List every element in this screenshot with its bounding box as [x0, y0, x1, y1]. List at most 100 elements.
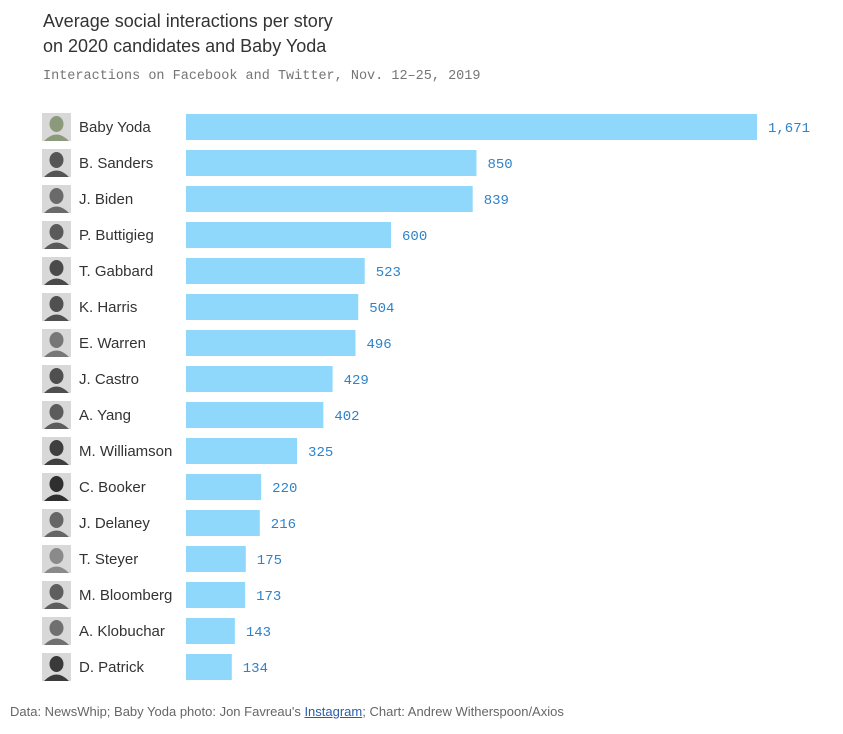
bar: [186, 294, 359, 320]
avatar-photo: [42, 437, 71, 465]
avatar-shoulders: [44, 206, 69, 213]
chart-row: K. Harris 504: [42, 293, 394, 321]
avatar-photo: [42, 329, 71, 357]
value-label: 523: [376, 265, 401, 281]
value-label: 850: [487, 157, 512, 173]
avatar-shoulders: [44, 314, 69, 321]
avatar-head: [49, 116, 64, 132]
chart-title-line-2: on 2020 candidates and Baby Yoda: [43, 36, 327, 56]
avatar-head: [49, 224, 64, 240]
bar: [186, 222, 392, 248]
source-footer: Data: NewsWhip; Baby Yoda photo: Jon Fav…: [10, 704, 564, 719]
value-label: 220: [272, 481, 297, 497]
bar-chart: Baby Yoda 1,671 B. Sanders 850 J. Biden 839 P.…: [42, 113, 810, 681]
chart-row: T. Gabbard 523: [42, 257, 401, 285]
bar: [186, 114, 757, 140]
avatar-photo: [42, 185, 71, 213]
bar: [186, 654, 232, 680]
avatar-shoulders: [44, 386, 69, 393]
value-label: 143: [246, 625, 271, 641]
avatar-head: [49, 440, 64, 456]
avatar-shoulders: [44, 566, 69, 573]
chart-title: Average social interactions per story on…: [43, 9, 643, 59]
chart-row: C. Booker 220: [42, 473, 297, 501]
category-label: M. Bloomberg: [79, 587, 172, 604]
avatar-shoulders: [44, 530, 69, 537]
avatar-shoulders: [44, 458, 69, 465]
avatar-head: [49, 548, 64, 564]
category-label: P. Buttigieg: [79, 227, 154, 244]
avatar-photo: [42, 401, 71, 429]
avatar-shoulders: [44, 638, 69, 645]
bar: [186, 582, 246, 608]
value-label: 600: [402, 229, 427, 245]
bar: [186, 438, 298, 464]
chart-row: E. Warren 496: [42, 329, 392, 357]
bar: [186, 150, 477, 176]
value-label: 325: [308, 445, 333, 461]
avatar-shoulders: [44, 350, 69, 357]
avatar-head: [49, 188, 64, 204]
category-label: A. Yang: [79, 407, 131, 424]
category-label: T. Steyer: [79, 551, 138, 568]
avatar-head: [49, 332, 64, 348]
value-label: 504: [369, 301, 394, 317]
avatar-shoulders: [44, 134, 69, 141]
avatar-photo: [42, 113, 71, 141]
category-label: T. Gabbard: [79, 263, 153, 280]
avatar-photo: [42, 653, 71, 681]
avatar-shoulders: [44, 170, 69, 177]
bar: [186, 546, 246, 572]
avatar-photo: [42, 365, 71, 393]
chart-row: J. Biden 839: [42, 185, 509, 213]
value-label: 496: [366, 337, 391, 353]
value-label: 134: [243, 661, 268, 677]
bar: [186, 618, 235, 644]
avatar-head: [49, 512, 64, 528]
avatar-head: [49, 620, 64, 636]
value-label: 216: [271, 517, 296, 533]
avatar-head: [49, 260, 64, 276]
avatar-photo: [42, 257, 71, 285]
avatar-photo: [42, 293, 71, 321]
chart-row: A. Yang 402: [42, 401, 360, 429]
avatar-head: [49, 476, 64, 492]
avatar-head: [49, 368, 64, 384]
avatar-photo: [42, 149, 71, 177]
bar: [186, 474, 262, 500]
bar: [186, 186, 473, 212]
category-label: M. Williamson: [79, 443, 172, 460]
category-label: C. Booker: [79, 479, 146, 496]
avatar-head: [49, 584, 64, 600]
chart-row: D. Patrick 134: [42, 653, 268, 681]
bar: [186, 258, 365, 284]
value-label: 429: [344, 373, 369, 389]
avatar-photo: [42, 221, 71, 249]
chart-row: T. Steyer 175: [42, 545, 282, 573]
avatar-head: [49, 656, 64, 672]
avatar-head: [49, 296, 64, 312]
value-label: 175: [257, 553, 282, 569]
chart-row: M. Williamson 325: [42, 437, 333, 465]
avatar-shoulders: [44, 242, 69, 249]
category-label: E. Warren: [79, 335, 146, 352]
footer-suffix: ; Chart: Andrew Witherspoon/Axios: [362, 704, 564, 719]
value-label: 1,671: [768, 121, 810, 137]
avatar-shoulders: [44, 422, 69, 429]
instagram-link[interactable]: Instagram: [304, 704, 363, 719]
chart-row: A. Klobuchar 143: [42, 617, 271, 645]
avatar-photo: [42, 509, 71, 537]
avatar-photo: [42, 545, 71, 573]
category-label: Baby Yoda: [79, 119, 151, 136]
avatar-photo: [42, 581, 71, 609]
category-label: A. Klobuchar: [79, 623, 165, 640]
avatar-shoulders: [44, 494, 69, 501]
chart-title-line-1: Average social interactions per story: [43, 11, 333, 31]
chart-row: J. Castro 429: [42, 365, 369, 393]
avatar-photo: [42, 617, 71, 645]
avatar-head: [49, 404, 64, 420]
bar: [186, 366, 333, 392]
avatar-head: [49, 152, 64, 168]
value-label: 402: [334, 409, 359, 425]
chart-row: M. Bloomberg 173: [42, 581, 281, 609]
